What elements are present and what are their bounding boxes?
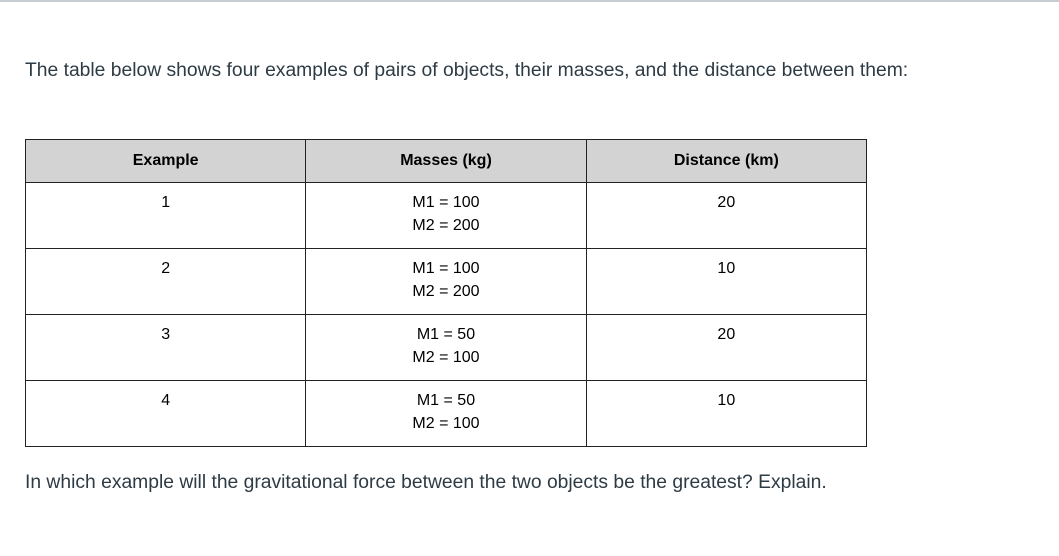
masses-cell: M1 = 50 M2 = 100	[305, 314, 587, 381]
example-cell: 2	[24, 248, 307, 315]
top-divider	[0, 0, 1059, 2]
mass-2: M2 = 200	[412, 283, 480, 300]
example-cell: 1	[24, 182, 307, 249]
distance-cell: 20	[585, 182, 868, 249]
table-row: 1 M1 = 100 M2 = 200 20	[24, 182, 868, 249]
mass-1: M1 = 50	[416, 392, 476, 409]
masses-cell: M1 = 100 M2 = 200	[305, 182, 587, 249]
masses-cell: M1 = 100 M2 = 200	[305, 248, 587, 315]
example-cell: 3	[24, 314, 307, 381]
mass-1: M1 = 100	[412, 260, 480, 277]
mass-2: M2 = 100	[412, 349, 480, 366]
mass-2: M2 = 100	[412, 415, 480, 432]
table-row: 3 M1 = 50 M2 = 100 20	[24, 314, 868, 381]
mass-1: M1 = 50	[416, 326, 476, 343]
example-cell: 4	[24, 380, 307, 447]
distance-cell: 20	[585, 314, 868, 381]
masses-cell: M1 = 50 M2 = 100	[305, 380, 587, 447]
examples-table: Example Masses (kg) Distance (km) 1 M1 =…	[24, 139, 868, 447]
table-row: 4 M1 = 50 M2 = 100 10	[24, 380, 868, 447]
header-masses: Masses (kg)	[305, 139, 587, 183]
distance-cell: 10	[585, 380, 868, 447]
intro-text: The table below shows four examples of p…	[25, 60, 909, 81]
distance-cell: 10	[585, 248, 868, 315]
table-row: 2 M1 = 100 M2 = 200 10	[24, 248, 868, 315]
header-example: Example	[24, 139, 307, 183]
question-text: In which example will the gravitational …	[25, 472, 827, 493]
table-header-row: Example Masses (kg) Distance (km)	[24, 139, 868, 183]
mass-2: M2 = 200	[412, 217, 480, 234]
header-distance: Distance (km)	[585, 139, 868, 183]
mass-1: M1 = 100	[412, 194, 480, 211]
